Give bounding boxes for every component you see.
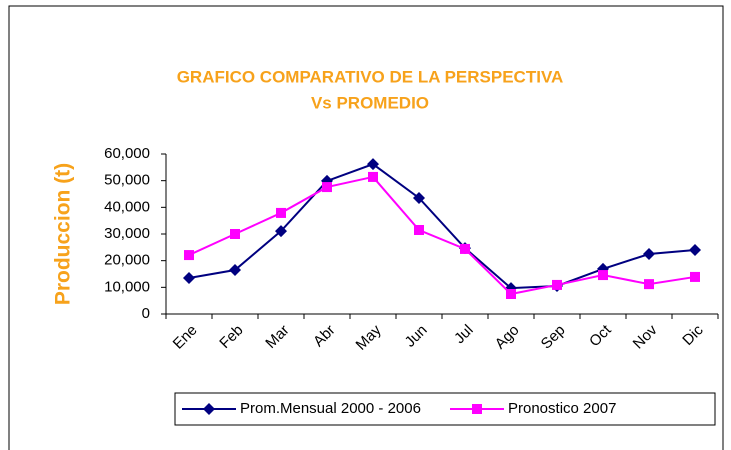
y-tick-label: 10,000	[104, 278, 150, 295]
marker	[229, 264, 241, 276]
marker	[690, 271, 700, 282]
x-tick-label: Sep	[538, 322, 569, 353]
marker	[506, 289, 516, 299]
marker	[322, 182, 332, 193]
x-tick-label: Ago	[492, 322, 523, 353]
x-tick-label: Oct	[586, 321, 615, 350]
x-tick-label: May	[353, 321, 385, 353]
y-tick-label: 60,000	[104, 145, 150, 162]
y-tick-label: 40,000	[104, 198, 150, 215]
marker	[183, 272, 195, 284]
y-tick-label: 50,000	[104, 172, 150, 189]
marker	[689, 244, 701, 256]
series-line	[188, 163, 696, 290]
marker	[368, 171, 378, 182]
series-line	[188, 175, 696, 296]
marker	[472, 404, 482, 414]
marker	[414, 225, 424, 235]
x-tick-label: Feb	[216, 322, 246, 352]
legend-box	[174, 392, 716, 426]
marker	[598, 270, 608, 281]
marker	[552, 279, 562, 290]
marker	[644, 279, 654, 290]
x-tick-label: Mar	[262, 322, 292, 352]
x-tick-label: Nov	[630, 321, 661, 352]
marker	[203, 403, 215, 415]
legend-label: Prom.Mensual 2000 - 2006	[240, 400, 421, 417]
marker	[460, 243, 470, 254]
chart-title: Vs PROMEDIO	[311, 93, 429, 112]
x-tick-label: Jul	[451, 322, 477, 348]
x-tick-label: Ene	[170, 322, 201, 353]
chart-title: GRAFICO COMPARATIVO DE LA PERSPECTIVA	[177, 67, 564, 86]
marker	[230, 229, 240, 239]
x-tick-label: Jun	[402, 322, 431, 351]
y-tick-label: 30,000	[104, 225, 150, 242]
marker	[643, 248, 655, 260]
chart-border	[8, 5, 724, 450]
legend-label: Pronostico 2007	[508, 400, 616, 417]
marker	[367, 158, 379, 171]
y-axis-label: Produccion (t)	[52, 163, 75, 305]
x-tick-label: Abr	[310, 322, 339, 351]
marker	[275, 225, 287, 238]
x-tick-label: Dic	[679, 321, 707, 349]
marker	[184, 250, 194, 261]
marker	[276, 207, 286, 218]
marker	[413, 192, 425, 204]
y-tick-label: 0	[142, 305, 150, 322]
y-tick-label: 20,000	[104, 252, 150, 269]
